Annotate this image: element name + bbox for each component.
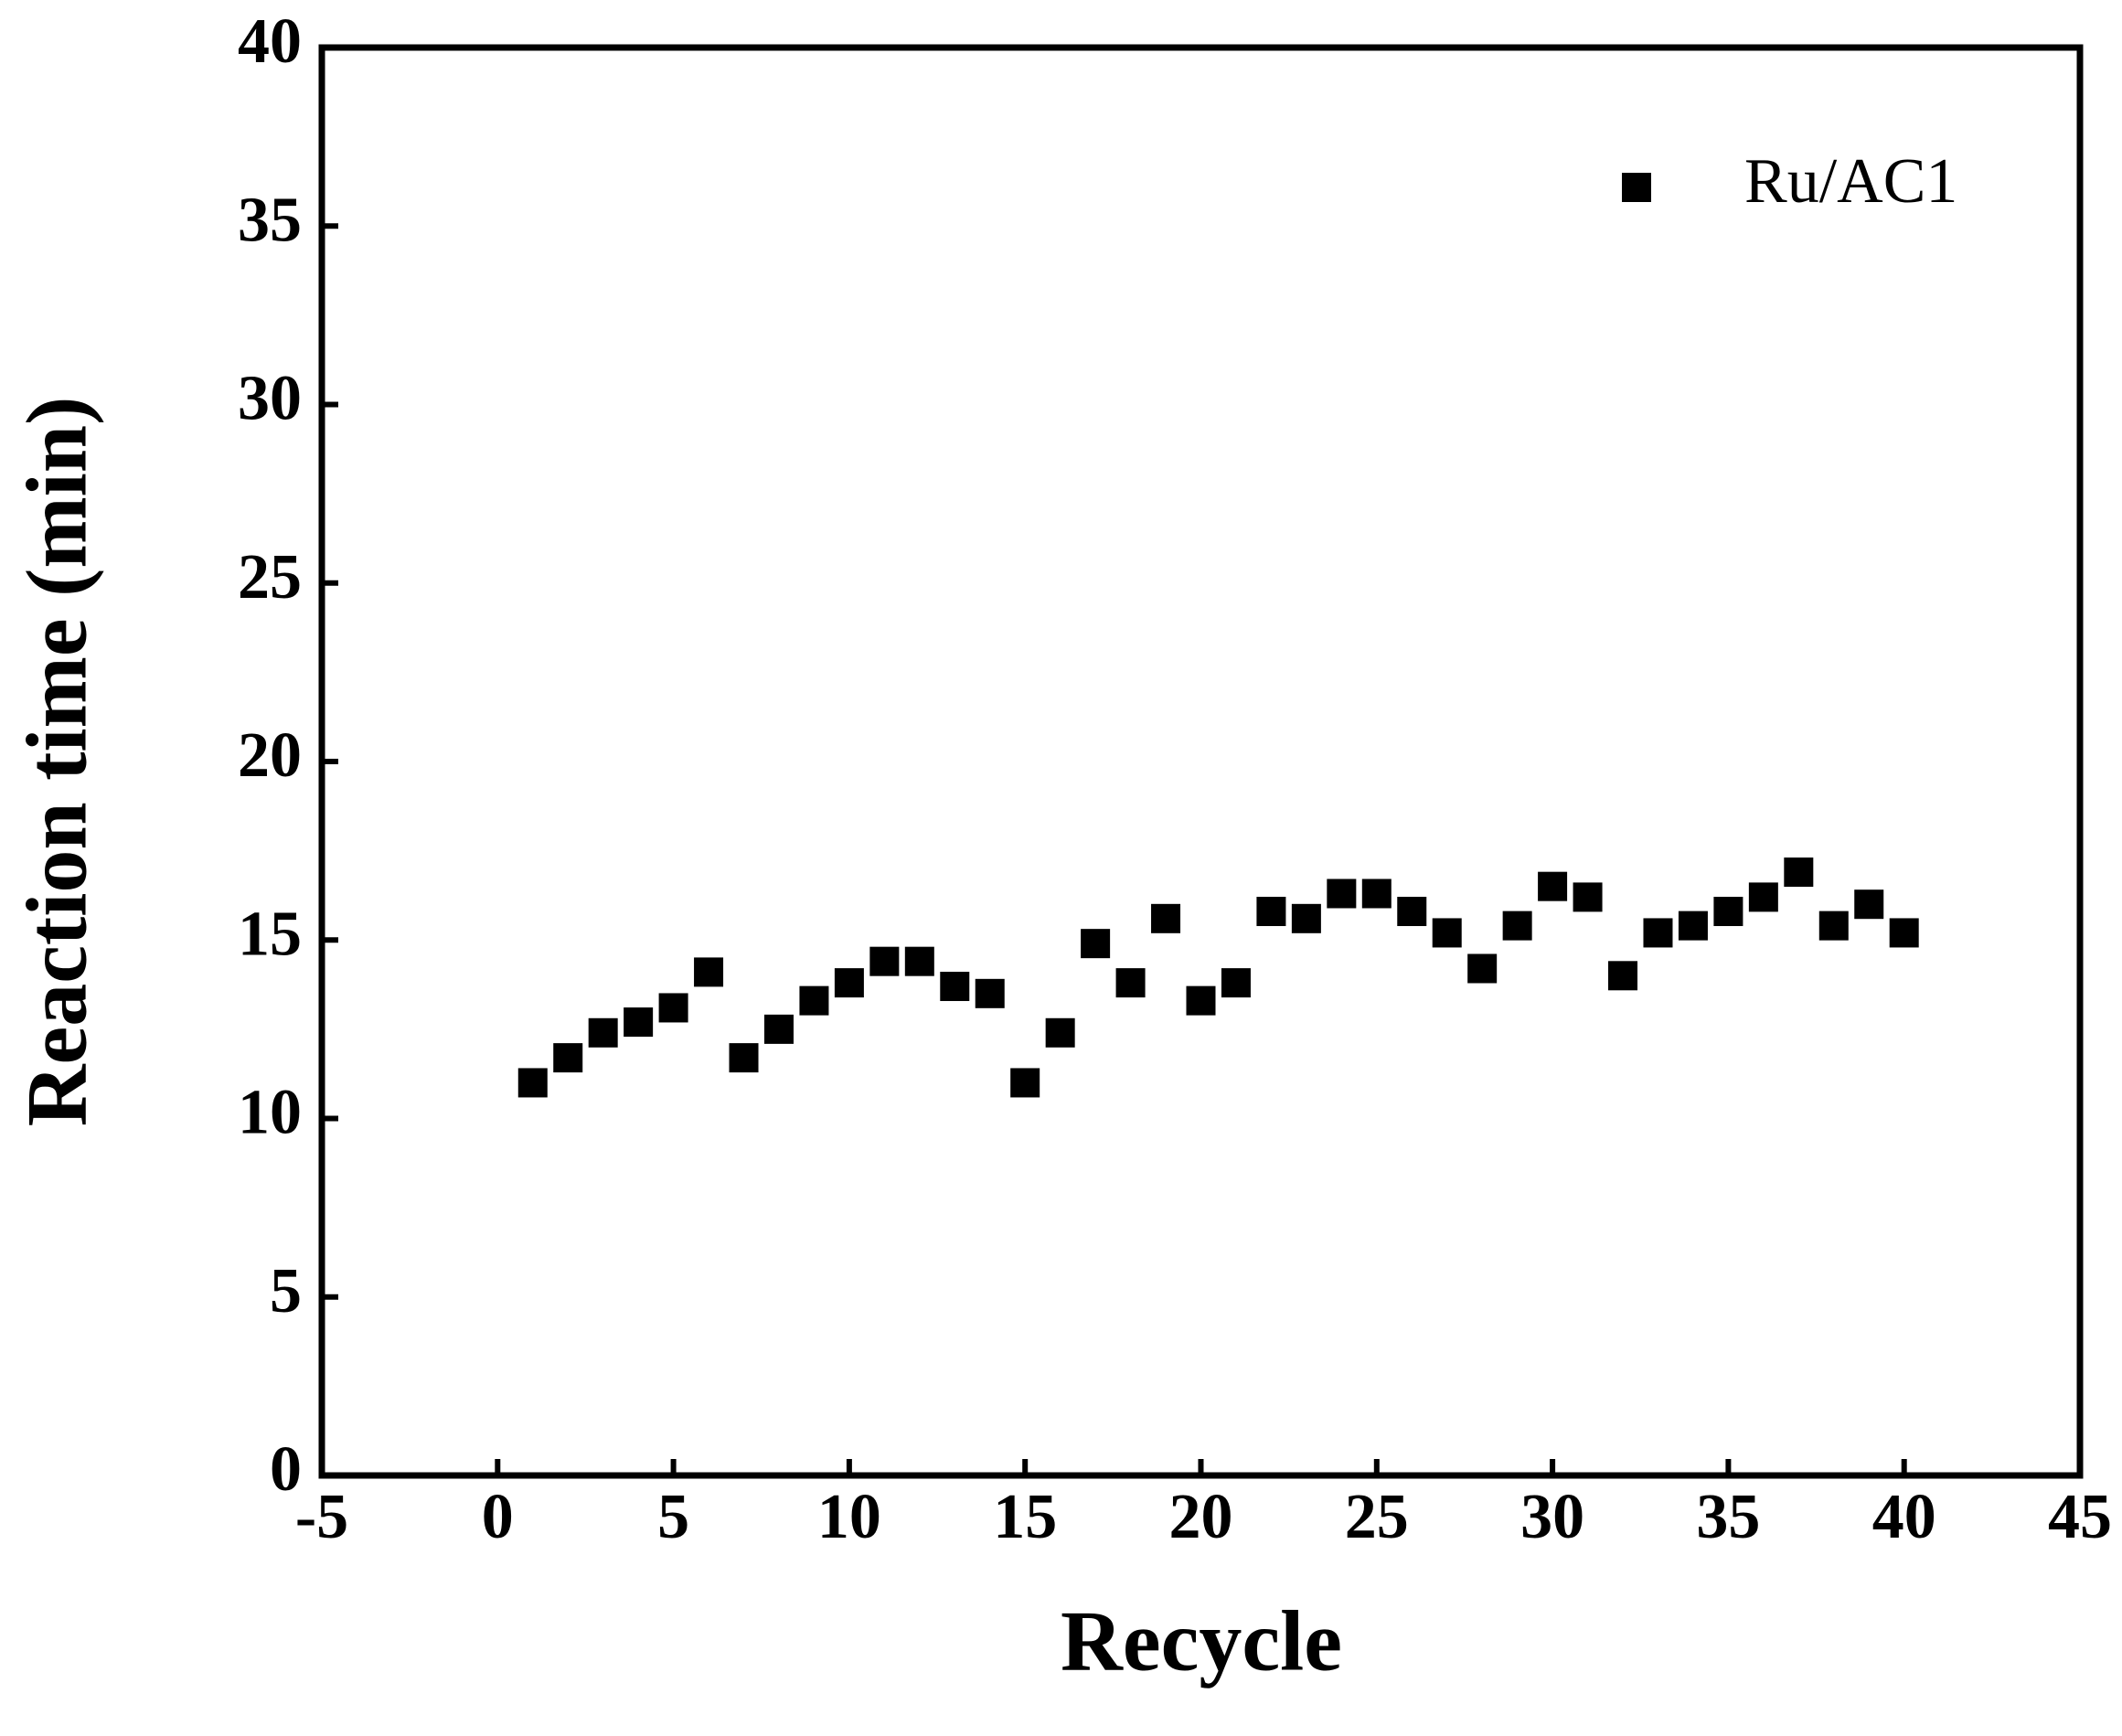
- data-point: [763, 1014, 794, 1044]
- data-point: [517, 1068, 548, 1098]
- data-point: [904, 946, 934, 976]
- x-tick-label: 20: [1169, 1482, 1233, 1552]
- data-point: [1678, 911, 1708, 941]
- data-point: [1327, 879, 1357, 909]
- y-tick-label: 20: [238, 720, 302, 791]
- data-point: [1713, 897, 1743, 927]
- data-point: [1818, 911, 1849, 941]
- y-tick-label: 30: [238, 364, 302, 434]
- data-point: [1397, 897, 1427, 927]
- y-axis-title: Reaction time (min): [10, 397, 105, 1127]
- data-point: [1608, 961, 1638, 991]
- x-tick-label: 0: [482, 1482, 514, 1552]
- x-tick-label: 25: [1345, 1482, 1409, 1552]
- y-tick-label: 15: [238, 899, 302, 969]
- x-tick-label: -5: [295, 1482, 348, 1552]
- data-point: [799, 985, 829, 1016]
- data-point: [834, 968, 864, 998]
- data-point: [658, 993, 688, 1023]
- data-point: [1045, 1017, 1075, 1048]
- data-point: [1854, 889, 1884, 920]
- y-tick-label: 40: [238, 6, 302, 77]
- data-point: [624, 1007, 654, 1038]
- y-tick-label: 25: [238, 542, 302, 612]
- x-tick-label: 35: [1696, 1482, 1760, 1552]
- x-tick-label: 30: [1520, 1482, 1584, 1552]
- x-tick-label: 10: [817, 1482, 881, 1552]
- data-point: [1221, 968, 1251, 998]
- legend-label: Ru/AC1: [1744, 146, 1957, 217]
- y-tick-label: 35: [238, 185, 302, 255]
- data-point: [1432, 918, 1462, 948]
- plot-frame: [318, 44, 2084, 1479]
- data-point: [1748, 882, 1778, 912]
- data-point: [694, 957, 724, 987]
- x-tick-label: 45: [2048, 1482, 2112, 1552]
- x-axis-title: Recycle: [1061, 1594, 1342, 1689]
- data-point: [940, 972, 970, 1002]
- data-point: [1502, 911, 1532, 941]
- y-tick-label: 5: [270, 1256, 302, 1326]
- y-tick-label: 10: [238, 1078, 302, 1148]
- y-tick-label: 0: [270, 1434, 302, 1505]
- data-point: [1010, 1068, 1040, 1098]
- x-tick-label: 5: [657, 1482, 689, 1552]
- data-point: [1115, 968, 1146, 998]
- data-point: [588, 1017, 618, 1048]
- data-point: [1784, 857, 1814, 888]
- x-tick-label: 15: [993, 1482, 1057, 1552]
- data-point: [1361, 879, 1392, 909]
- data-point: [1467, 953, 1498, 984]
- data-point: [1081, 929, 1111, 959]
- legend-marker: [1622, 173, 1651, 202]
- data-point: [975, 978, 1005, 1008]
- data-point: [729, 1043, 759, 1073]
- data-point: [1538, 871, 1568, 901]
- data-point: [1291, 903, 1321, 933]
- x-tick-label: 40: [1872, 1482, 1936, 1552]
- data-point: [1643, 918, 1673, 948]
- data-point: [1151, 903, 1181, 933]
- data-point: [1573, 882, 1603, 912]
- data-point: [1256, 897, 1286, 927]
- data-point: [1889, 918, 1919, 948]
- data-point: [869, 946, 900, 976]
- data-point: [1186, 985, 1216, 1016]
- data-point: [553, 1043, 583, 1073]
